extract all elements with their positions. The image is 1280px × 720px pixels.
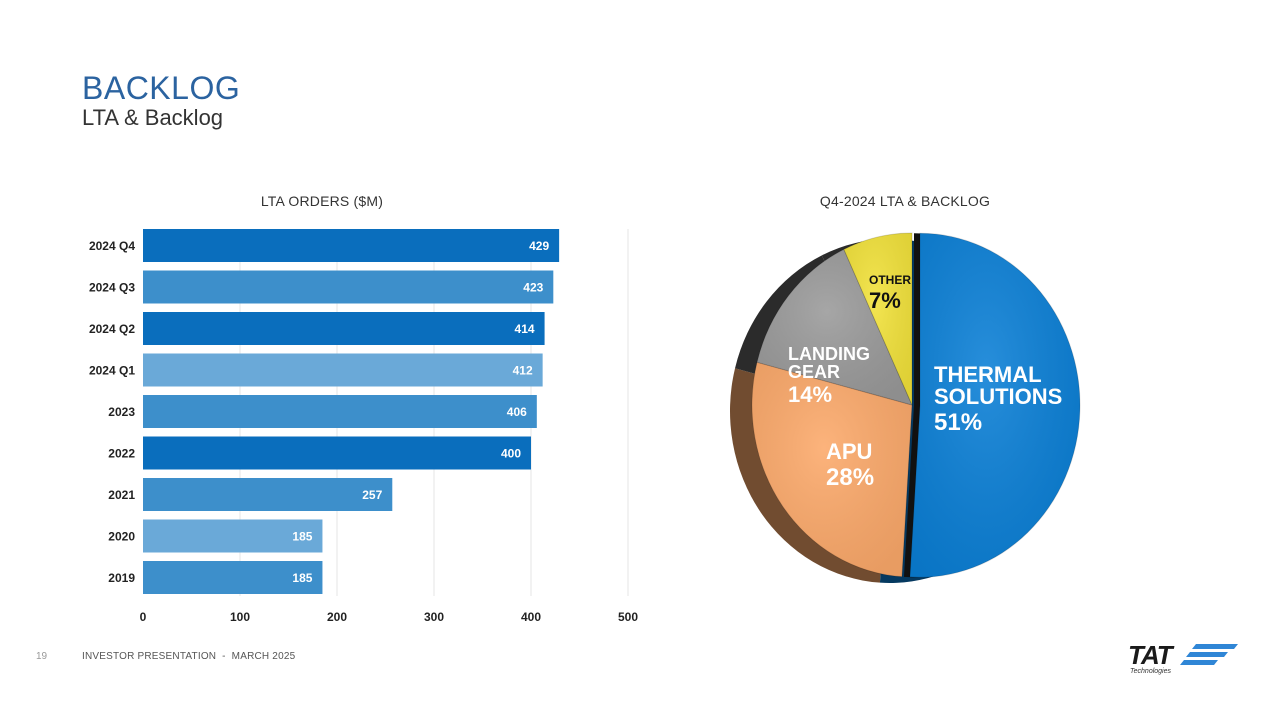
bar-category-label: 2019	[108, 571, 135, 585]
pie-slice-percent: 51%	[934, 409, 982, 436]
bar-category-label: 2024 Q4	[89, 239, 135, 253]
bar-value-label: 185	[292, 571, 312, 585]
pie-slice-name: SOLUTIONS	[934, 384, 1062, 409]
x-tick-label: 500	[618, 610, 638, 624]
bar	[143, 353, 543, 387]
x-tick-label: 400	[521, 610, 541, 624]
bar-chart-title: LTA ORDERS ($M)	[260, 193, 384, 209]
x-tick-label: 0	[140, 610, 147, 624]
bar-value-label: 257	[362, 488, 382, 502]
bar	[143, 229, 560, 262]
pie-slice-highlight	[757, 249, 912, 405]
bar-row: 2021 257	[108, 478, 393, 511]
bar	[143, 436, 531, 470]
pie-slice-name: OTHER	[869, 273, 911, 287]
bar-category-label: 2024 Q2	[89, 322, 135, 336]
bar-value-label: 412	[513, 364, 533, 378]
bar-row: 2024 Q3 423	[89, 270, 554, 304]
pie-slice-name: LANDING	[788, 344, 870, 364]
bar-value-label: 406	[507, 405, 527, 419]
pie-slice-percent: 28%	[826, 464, 874, 491]
bar-category-label: 2021	[108, 488, 135, 502]
bar-value-label: 185	[292, 530, 312, 544]
company-logo: TAT Technologies	[1128, 640, 1240, 680]
pie-slice-name: APU	[826, 439, 872, 464]
pie-slice-percent: 7%	[869, 288, 901, 313]
page-subtitle: LTA & Backlog	[82, 105, 224, 130]
x-tick-label: 200	[327, 610, 347, 624]
bar-value-label: 429	[529, 239, 549, 253]
bar-value-label: 414	[515, 322, 535, 336]
pie-slice-name: THERMAL	[934, 362, 1042, 387]
pie-slice-highlight	[909, 233, 1080, 578]
bar-category-label: 2024 Q1	[89, 364, 135, 378]
logo-text: TAT	[1128, 640, 1173, 670]
pie-slice-percent: 14%	[788, 382, 832, 407]
footer-text: INVESTOR PRESENTATION - MARCH 2025	[82, 651, 296, 662]
x-tick-label: 300	[424, 610, 444, 624]
bar-chart: 2024 Q4 429 2024 Q3 423 2024 Q2 414 2024 Q1 412…	[89, 229, 638, 624]
bar-row: 2019 185	[108, 561, 323, 594]
bar-row: 2020 185	[108, 519, 323, 553]
bar-category-label: 2022	[108, 447, 135, 461]
bar	[143, 270, 554, 304]
pie-slice-name: GEAR	[788, 362, 840, 382]
pie-slice-highlight	[752, 362, 912, 577]
bar-category-label: 2023	[108, 405, 135, 419]
bar-value-label: 400	[501, 447, 521, 461]
pie-chart-title: Q4-2024 LTA & BACKLOG	[819, 193, 991, 209]
bar-category-label: 2020	[108, 530, 135, 544]
bar	[143, 312, 545, 345]
page-number: 19	[36, 651, 48, 662]
bar-row: 2024 Q1 412	[89, 353, 543, 387]
bar-row: 2024 Q4 429	[89, 229, 560, 262]
bar	[143, 478, 393, 511]
bar-row: 2024 Q2 414	[89, 312, 545, 345]
logo-subtext: Technologies	[1130, 668, 1171, 675]
bar-row: 2023 406	[108, 395, 537, 428]
bar-row: 2022 400	[108, 436, 531, 470]
bar	[143, 395, 537, 428]
bar	[143, 519, 323, 553]
pie-slice-highlight	[843, 233, 912, 405]
page-title: BACKLOG	[82, 70, 241, 106]
bar-category-label: 2024 Q3	[89, 281, 135, 295]
logo-stripes-icon	[1180, 644, 1238, 665]
bar	[143, 561, 323, 594]
x-tick-label: 100	[230, 610, 250, 624]
bar-value-label: 423	[523, 281, 543, 295]
